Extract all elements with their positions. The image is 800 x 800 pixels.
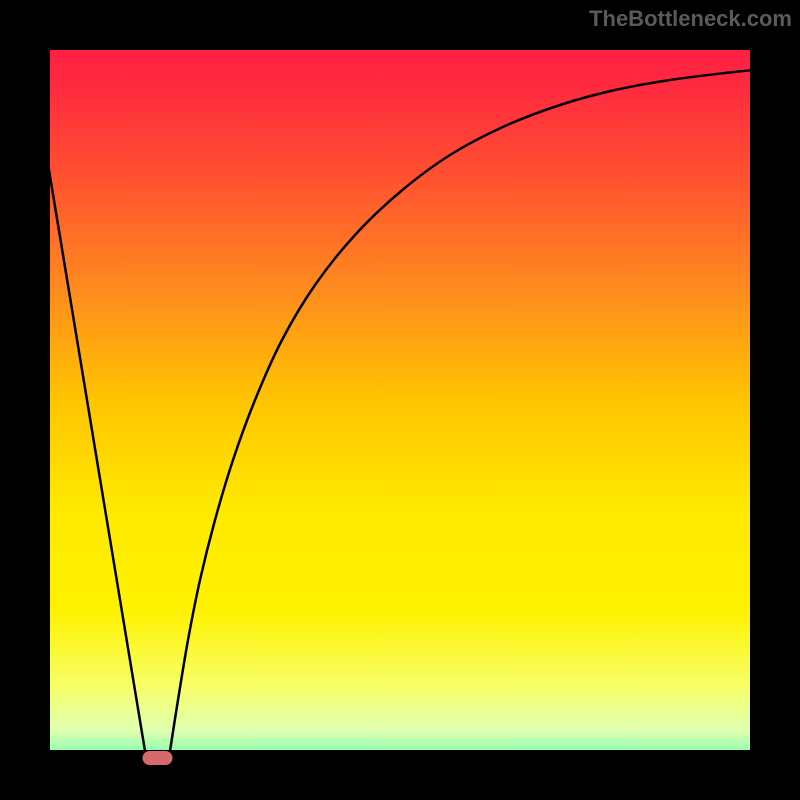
plot-background <box>25 25 775 775</box>
min-marker <box>143 751 173 765</box>
watermark-text: TheBottleneck.com <box>589 6 792 32</box>
chart-container: TheBottleneck.com <box>0 0 800 800</box>
bottleneck-chart <box>0 0 800 800</box>
